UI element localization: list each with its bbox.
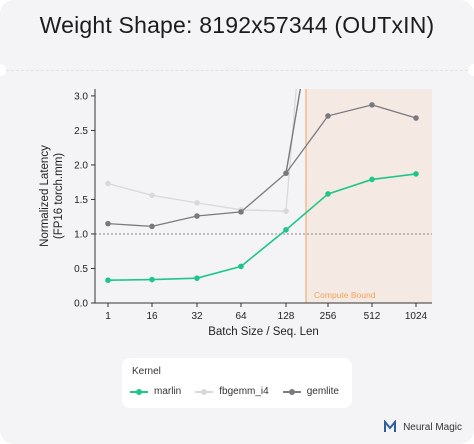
legend-item-fbgemm_i4: fbgemm_i4: [195, 386, 269, 397]
x-axis-label: Batch Size / Seq. Len: [208, 326, 319, 338]
brand-name: Neural Magic: [403, 421, 462, 433]
series-line-gemlite: [107, 104, 417, 228]
legend-swatch-marlin: [130, 388, 148, 396]
data-point-gemlite: [238, 209, 244, 215]
legend-swatch-gemlite: [282, 388, 301, 396]
x-tick-label: 256: [320, 311, 337, 322]
legend-items: marlin fbgemm_i4 gemlite: [130, 386, 339, 397]
x-tick-label: 64: [235, 311, 247, 322]
y-tick-label: 0.0: [74, 299, 88, 310]
data-point-gemlite: [413, 115, 419, 121]
data-point-gemlite: [283, 170, 289, 177]
data-point-fbgemm_i4: [283, 208, 289, 214]
legend-swatch-fbgemm_i4: [195, 388, 214, 396]
y-tick-label: 2.0: [74, 160, 88, 171]
chart-title: Weight Shape: 8192x57344 (OUTxIN): [39, 12, 435, 38]
x-tick-label: 1024: [405, 311, 428, 322]
y-tick-label: 2.5: [74, 126, 88, 137]
data-point-gemlite: [369, 102, 375, 108]
legend-item-marlin: marlin: [130, 386, 181, 397]
data-point-fbgemm_i4: [105, 180, 111, 187]
data-point-marlin: [105, 277, 111, 284]
card-notch-right: [468, 64, 474, 76]
data-point-marlin: [413, 171, 419, 177]
legend-item-gemlite: gemlite: [282, 386, 339, 397]
y-axis-label: Normalized Latency: [39, 145, 51, 247]
y-axis-label: (FP16 torch.mm): [53, 153, 65, 239]
series-line-gemlite-spike: [285, 89, 302, 174]
x-tick-label: 1: [105, 311, 111, 322]
data-point-fbgemm_i4: [149, 192, 155, 199]
legend-label-marlin: marlin: [154, 386, 182, 397]
x-tick-label: 512: [364, 311, 381, 322]
y-tick-label: 1.5: [74, 195, 88, 206]
legend: Kernel marlin fbgemm_i4 gemlite: [122, 358, 352, 408]
legend-label-fbgemm_i4: fbgemm_i4: [219, 386, 269, 397]
title-separator: [6, 70, 468, 71]
data-point-marlin: [194, 275, 200, 281]
y-tick-label: 1.0: [74, 229, 88, 240]
data-point-gemlite: [194, 213, 200, 219]
y-tick-label: 3.0: [74, 91, 88, 102]
data-point-gemlite: [149, 223, 155, 230]
data-point-fbgemm_i4: [194, 200, 200, 206]
series-line-fbgemm_i4: [107, 89, 297, 212]
data-point-gemlite: [105, 220, 111, 227]
data-point-marlin: [369, 176, 375, 183]
series-line-marlin: [107, 173, 417, 282]
x-tick-label: 32: [191, 311, 203, 322]
legend-title: Kernel: [132, 366, 161, 377]
card-notch-left: [0, 64, 6, 76]
x-tick-label: 16: [146, 311, 158, 322]
compute-bound-label: Compute Bound: [314, 290, 376, 300]
data-point-gemlite: [325, 113, 331, 119]
x-tick-label: 128: [278, 311, 295, 322]
brand: Neural Magic: [383, 420, 462, 434]
data-point-marlin: [325, 191, 331, 197]
y-tick-label: 0.5: [74, 264, 88, 275]
legend-label-gemlite: gemlite: [306, 386, 339, 397]
data-point-marlin: [283, 227, 289, 233]
data-point-marlin: [238, 263, 244, 270]
neural-magic-logo-icon: [384, 420, 397, 432]
data-point-marlin: [149, 276, 155, 283]
